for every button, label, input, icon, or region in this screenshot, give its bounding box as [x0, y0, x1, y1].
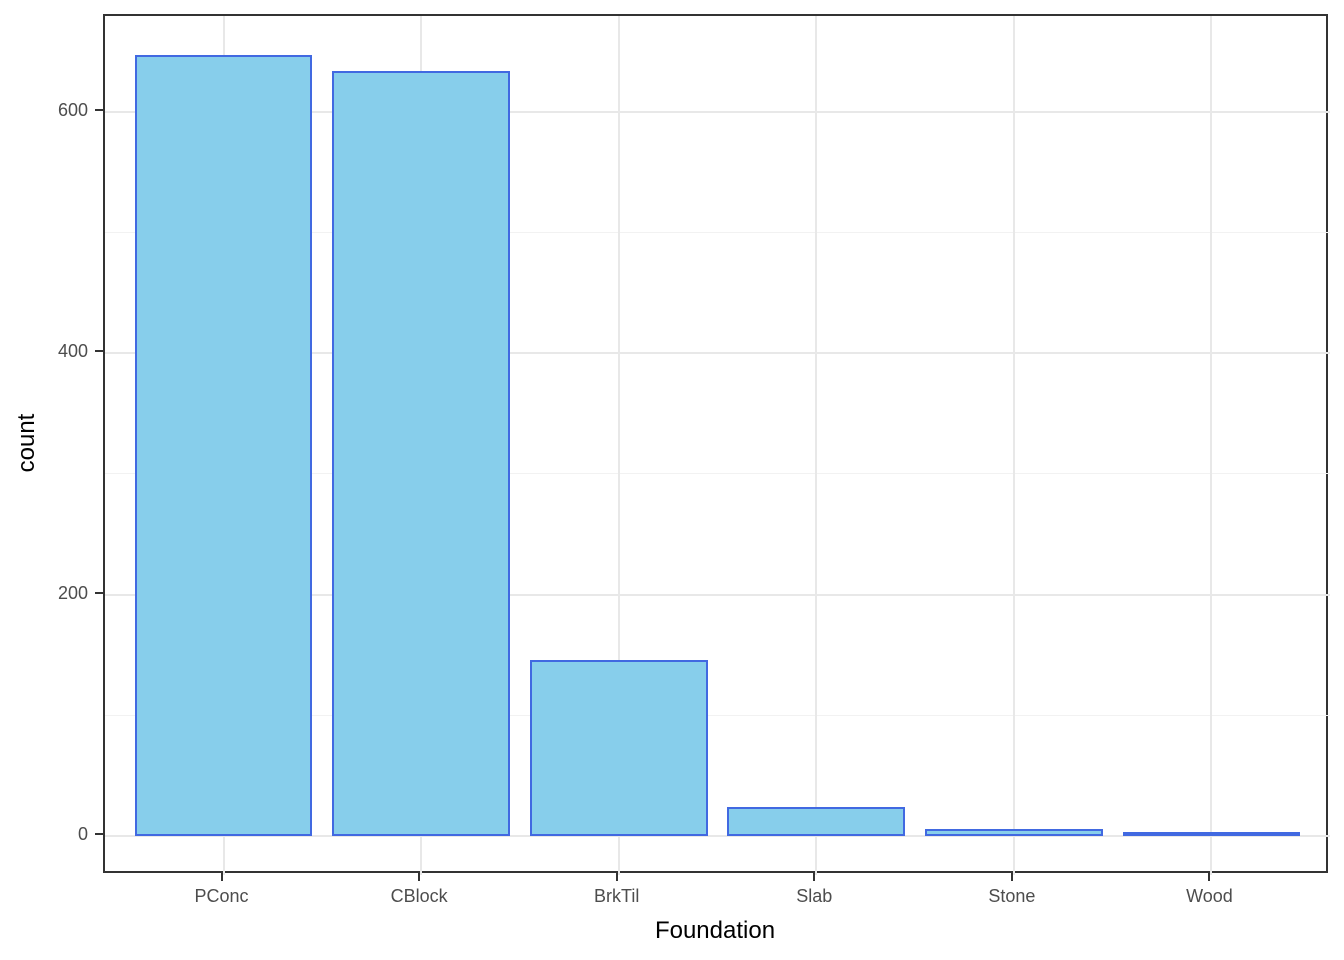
y-tick-label: 600	[57, 99, 88, 120]
y-axis-tick	[95, 108, 103, 111]
bar-brktil	[529, 659, 708, 836]
y-tick-label: 400	[57, 341, 88, 362]
x-tick-label-wood: Wood	[1186, 886, 1233, 906]
gridline-major	[105, 352, 1330, 355]
x-tick-label-stone: Stone	[988, 886, 1036, 906]
bar-pconc	[134, 55, 313, 836]
x-tick-label-slab: Slab	[796, 886, 833, 906]
gridline-major	[105, 110, 1330, 113]
gridline-minor	[105, 714, 1330, 716]
gridline-minor	[105, 231, 1330, 233]
y-axis-title: count	[13, 413, 40, 473]
x-axis-tick	[418, 873, 421, 881]
x-tick-label-brktil: BrkTil	[594, 886, 640, 906]
y-tick-label: 0	[77, 823, 88, 844]
bar-cblock	[332, 70, 511, 836]
gridline-major	[105, 834, 1330, 837]
x-tick-label-pconc: PConc	[194, 886, 249, 906]
gridline-minor	[105, 473, 1330, 475]
bar-slab	[727, 806, 906, 836]
plot-panel	[103, 14, 1330, 875]
bar-stone	[924, 828, 1103, 836]
gridline-major-vertical	[1210, 16, 1213, 875]
x-axis-tick	[1208, 873, 1211, 881]
y-tick-label: 200	[57, 582, 88, 603]
bar-wood	[1122, 831, 1301, 836]
x-axis-title: Foundation	[654, 917, 776, 944]
gridline-major-vertical	[815, 16, 818, 875]
gridline-major-vertical	[617, 16, 620, 875]
x-axis-tick	[615, 873, 618, 881]
y-axis-tick	[95, 832, 103, 835]
gridline-major	[105, 593, 1330, 596]
x-tick-label-cblock: CBlock	[390, 886, 448, 906]
y-axis-tick	[95, 350, 103, 353]
gridline-major-vertical	[1012, 16, 1015, 875]
x-axis-tick	[1010, 873, 1013, 881]
x-axis-tick	[220, 873, 223, 881]
y-axis-tick	[95, 591, 103, 594]
x-axis-tick	[813, 873, 816, 881]
